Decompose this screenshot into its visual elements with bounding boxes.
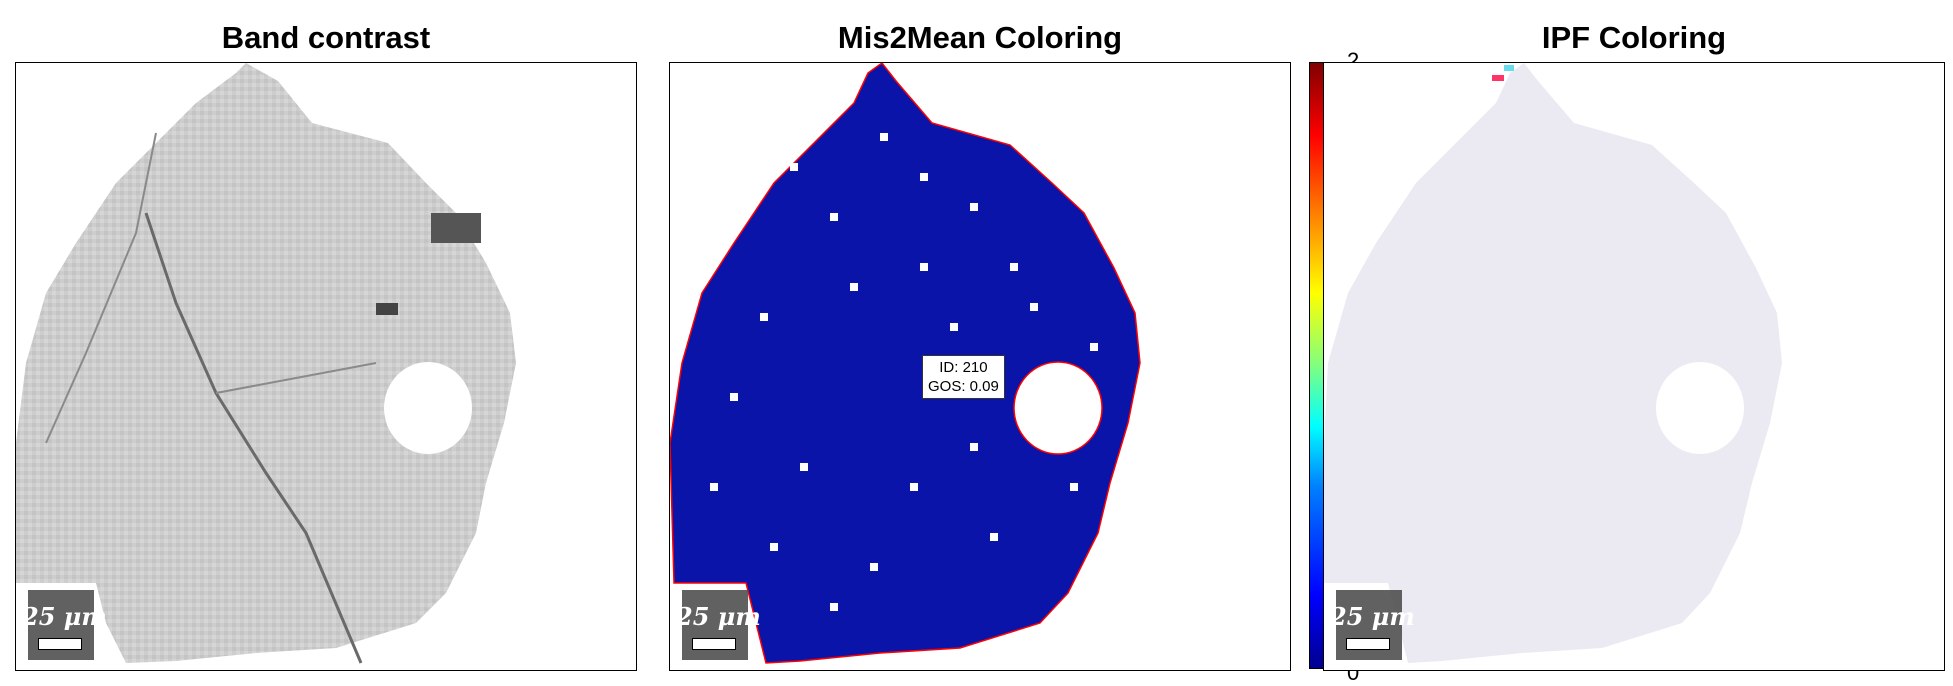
scalebar: 25 μm xyxy=(22,590,107,660)
panel-title-mis2mean: Mis2Mean Coloring xyxy=(837,20,1123,55)
grain-boundary-dark xyxy=(215,362,377,394)
dark-patch xyxy=(431,213,481,243)
grain-gos-text: GOS: 0.09 xyxy=(928,378,999,395)
scalebar-bar xyxy=(1346,638,1390,650)
mis2mean-panel: ID: 210 GOS: 0.09 25 μm xyxy=(669,62,1291,671)
ipf-map xyxy=(1324,63,1782,663)
scalebar-label: 25 μm xyxy=(676,602,761,631)
hole-pixels xyxy=(710,133,1098,611)
central-hole xyxy=(1656,362,1744,454)
panel-title-band-contrast: Band contrast xyxy=(221,20,431,55)
grain-boundary-dark xyxy=(45,132,157,444)
scalebar-label: 25 μm xyxy=(22,602,107,631)
grain-id-text: ID: 210 xyxy=(939,359,988,376)
mis2mean-map xyxy=(670,63,1141,664)
sample-region xyxy=(16,63,516,663)
scalebar: 25 μm xyxy=(1330,590,1415,660)
scalebar: 25 μm xyxy=(676,590,761,660)
central-hole xyxy=(1013,361,1103,455)
scalebar-label: 25 μm xyxy=(1330,602,1415,631)
sample-region xyxy=(1324,63,1782,663)
band-contrast-map xyxy=(16,63,516,664)
grain-info-label: ID: 210 GOS: 0.09 xyxy=(922,355,1005,399)
grain-region xyxy=(670,63,1141,664)
dark-patch xyxy=(376,303,398,315)
ipf-panel: 25 μm xyxy=(1323,62,1945,671)
cyan-pixel xyxy=(1504,65,1514,71)
scalebar-bar xyxy=(692,638,736,650)
central-hole xyxy=(384,362,472,454)
grain-boundary-dark xyxy=(144,212,363,664)
scalebar-bar xyxy=(38,638,82,650)
red-pixel xyxy=(1492,75,1504,81)
band-contrast-panel: 25 μm xyxy=(15,62,637,671)
panel-title-ipf: IPF Coloring xyxy=(1541,20,1727,55)
